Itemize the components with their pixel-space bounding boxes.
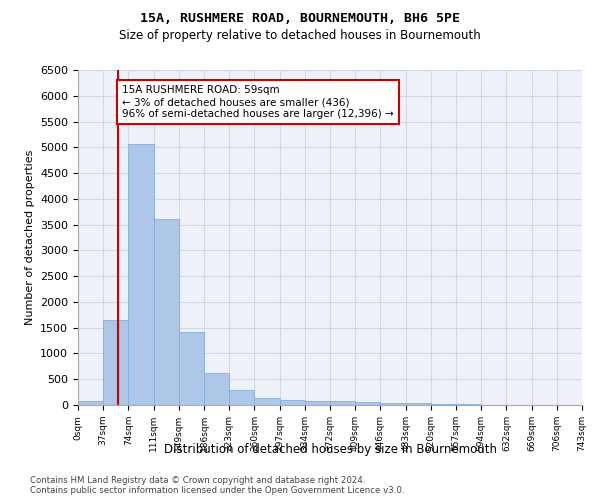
- Text: 15A RUSHMERE ROAD: 59sqm
← 3% of detached houses are smaller (436)
96% of semi-d: 15A RUSHMERE ROAD: 59sqm ← 3% of detache…: [122, 86, 394, 118]
- Bar: [128, 144, 154, 405]
- Bar: [254, 398, 280, 405]
- Bar: [229, 390, 254, 405]
- Bar: [406, 404, 431, 405]
- Bar: [154, 220, 179, 405]
- Text: Size of property relative to detached houses in Bournemouth: Size of property relative to detached ho…: [119, 29, 481, 42]
- Bar: [431, 404, 456, 405]
- Bar: [380, 403, 406, 405]
- Bar: [456, 404, 481, 405]
- Y-axis label: Number of detached properties: Number of detached properties: [25, 150, 35, 325]
- Bar: [355, 402, 380, 405]
- Text: Distribution of detached houses by size in Bournemouth: Distribution of detached houses by size …: [163, 442, 497, 456]
- Bar: [280, 400, 305, 405]
- Bar: [179, 332, 204, 405]
- Text: Contains public sector information licensed under the Open Government Licence v3: Contains public sector information licen…: [30, 486, 404, 495]
- Bar: [305, 401, 330, 405]
- Bar: [103, 320, 128, 405]
- Bar: [78, 402, 103, 405]
- Text: Contains HM Land Registry data © Crown copyright and database right 2024.: Contains HM Land Registry data © Crown c…: [30, 476, 365, 485]
- Bar: [330, 402, 355, 405]
- Text: 15A, RUSHMERE ROAD, BOURNEMOUTH, BH6 5PE: 15A, RUSHMERE ROAD, BOURNEMOUTH, BH6 5PE: [140, 12, 460, 26]
- Bar: [204, 373, 229, 405]
